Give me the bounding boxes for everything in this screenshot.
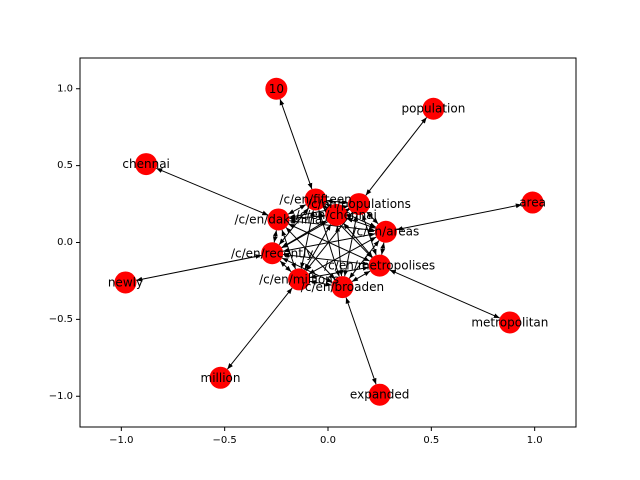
x-tick-label: −0.5	[213, 435, 237, 446]
node-c_broaden	[331, 276, 354, 299]
edge-million-c_millions	[227, 287, 293, 370]
node-c_millions	[288, 268, 311, 291]
node-label-c_millions: /c/en/millions	[259, 272, 339, 286]
y-tick-label: 0.0	[57, 237, 73, 248]
node-area	[521, 191, 544, 214]
node-chennai	[135, 153, 158, 176]
edge-chennai-c_dakshina	[156, 167, 269, 216]
node-c_dakshina	[267, 208, 290, 231]
node-c_fifteen	[304, 188, 327, 211]
node-label-c_recently: /c/en/recently	[231, 246, 314, 260]
x-axis: −1.0 −0.5 0.0 0.5 1.0	[109, 427, 543, 446]
edge-c_millions-c_broaden	[309, 280, 332, 287]
node-label-chennai: chennai	[122, 157, 169, 171]
node-label-expanded: expanded	[350, 388, 409, 402]
node-label-c_chennai: /c/en/chennai	[296, 208, 377, 222]
y-tick-label: 0.5	[57, 160, 73, 171]
node-c_metropolises	[368, 254, 391, 277]
node-label-c_dakshina: /c/en/dakshina	[235, 212, 323, 226]
node-c_populations	[348, 193, 370, 216]
y-tick-label: −0.5	[49, 314, 73, 325]
edge-c_metropolises-c_millions	[309, 266, 369, 279]
edges-layer	[136, 98, 522, 385]
node-c_areas	[374, 220, 397, 243]
node-population	[422, 97, 445, 120]
node-label-population: population	[401, 102, 465, 116]
y-tick-label: 1.0	[57, 83, 73, 94]
edge-c_metropolises-c_broaden	[351, 270, 371, 283]
y-tick-label: −1.0	[49, 391, 73, 402]
node-10	[265, 77, 288, 100]
edge-expanded-c_broaden	[345, 297, 377, 385]
node-newly	[114, 271, 137, 294]
node-metropolitan	[498, 311, 521, 334]
node-label-c_populations: /c/en/populations	[307, 197, 411, 211]
node-label-c_areas: /c/en/areas	[352, 225, 419, 239]
edge-metropolitan-c_metropolises	[389, 269, 500, 319]
node-c_chennai	[325, 203, 348, 226]
edge-population-c_populations	[365, 117, 428, 196]
node-labels-layer: 10 population chennai area newly metropolitan…	[108, 82, 549, 402]
node-label-10: 10	[269, 82, 284, 96]
edge-c_dakshina-c_recently	[272, 230, 278, 243]
node-label-newly: newly	[108, 275, 143, 289]
node-c_recently	[261, 242, 284, 265]
x-tick-label: −1.0	[109, 435, 133, 446]
node-label-c_metropolises: /c/en/metropolises	[324, 259, 435, 273]
nodes-layer	[114, 77, 544, 406]
x-tick-label: 0.0	[320, 435, 336, 446]
edge-c_chennai-c_dakshina	[289, 213, 326, 221]
node-label-c_fifteen: /c/en/fifteen	[279, 192, 351, 206]
node-label-metropolitan: metropolitan	[471, 315, 548, 329]
node-million	[209, 366, 232, 389]
node-label-c_broaden: /c/en/broaden	[301, 280, 384, 294]
x-tick-label: 1.0	[527, 435, 543, 446]
node-label-million: million	[201, 371, 241, 385]
y-axis: −1.0 −0.5 0.0 0.5 1.0	[49, 83, 80, 402]
edge-area-c_areas	[396, 203, 522, 231]
edge-10-c_fifteen	[279, 98, 313, 190]
node-expanded	[368, 383, 391, 406]
edge-c_fifteen-c_populations	[326, 198, 349, 205]
edge-newly-c_recently	[136, 254, 262, 282]
edge-c_areas-c_metropolises	[380, 242, 386, 255]
x-tick-label: 0.5	[423, 435, 439, 446]
node-label-area: area	[519, 196, 546, 210]
